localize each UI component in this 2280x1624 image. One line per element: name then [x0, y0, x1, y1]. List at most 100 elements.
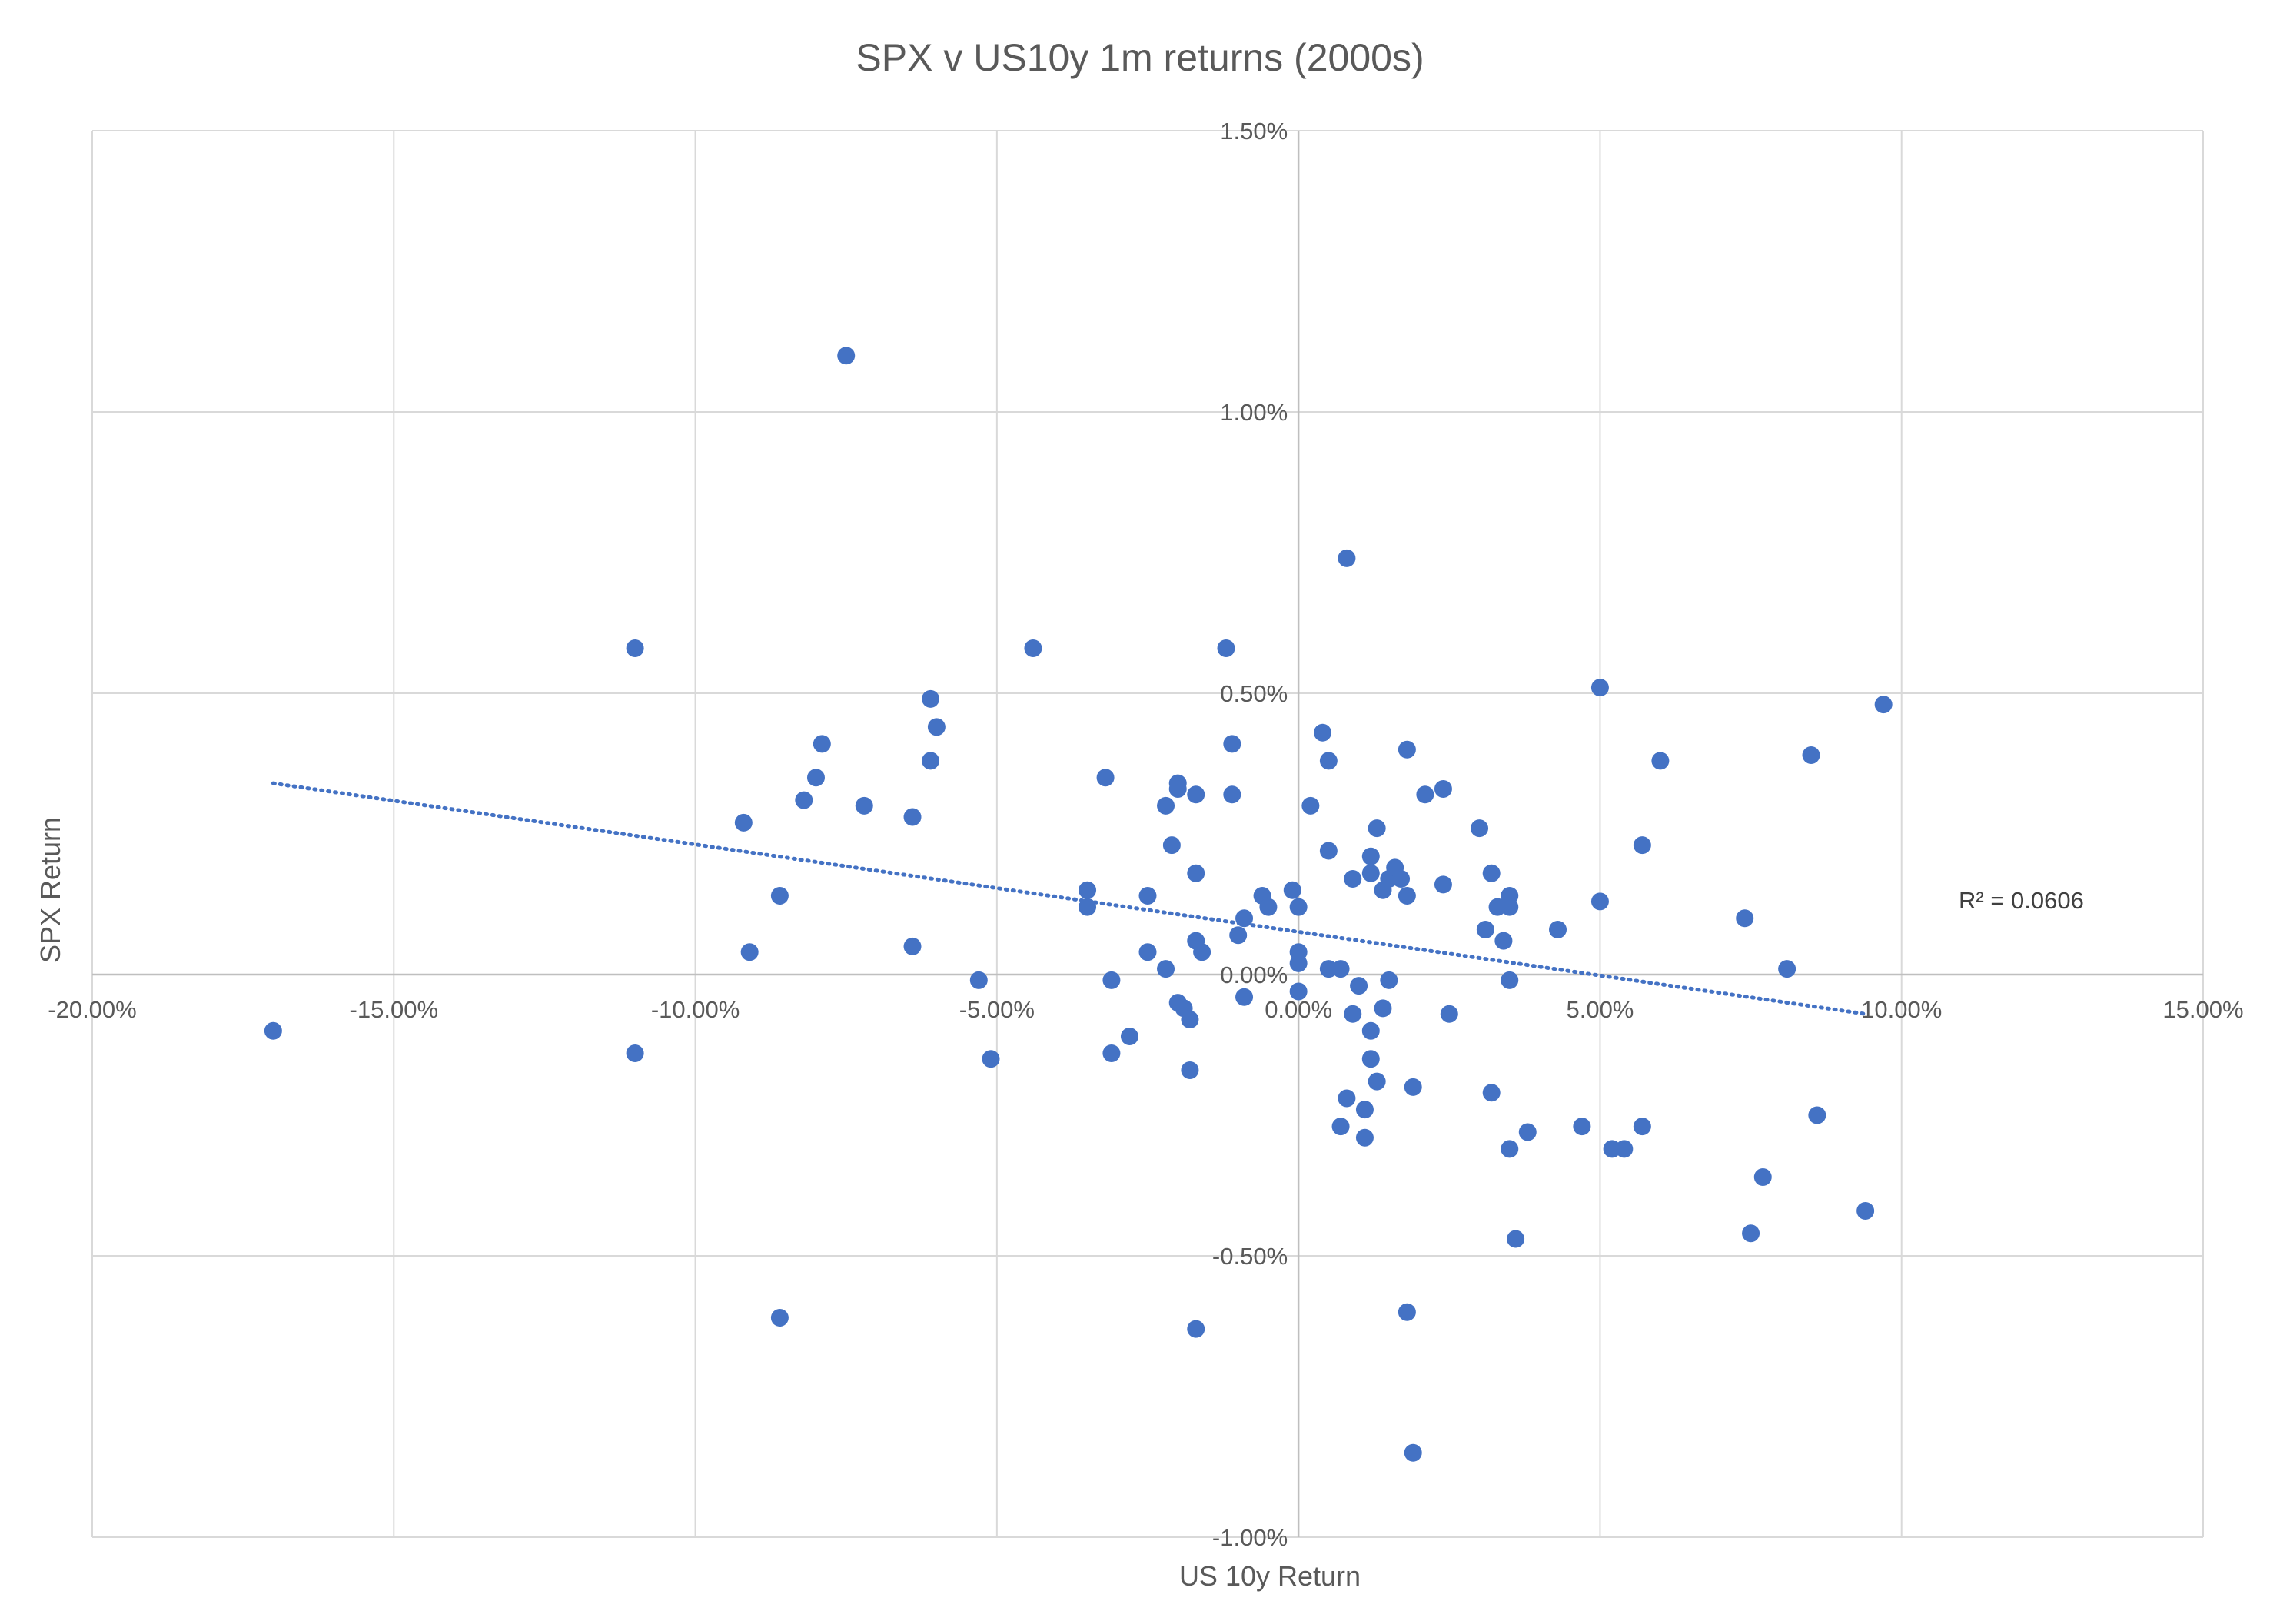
data-point	[1193, 943, 1211, 961]
data-point	[1440, 1005, 1458, 1023]
data-point	[1181, 1011, 1199, 1029]
gridlines	[91, 130, 2204, 1538]
data-point	[1374, 999, 1392, 1018]
data-point	[1355, 1128, 1374, 1147]
y-tick-label: 1.50%	[1220, 118, 1288, 144]
data-point	[770, 887, 789, 905]
data-point	[1319, 752, 1338, 770]
data-point	[1494, 932, 1513, 950]
data-point	[837, 347, 856, 365]
data-point	[969, 971, 988, 989]
data-point	[734, 813, 753, 832]
data-point	[1633, 1118, 1651, 1136]
data-point	[1217, 639, 1235, 657]
data-point	[1344, 1005, 1362, 1023]
data-point	[1802, 746, 1820, 765]
data-point	[1229, 926, 1248, 945]
data-point	[770, 1309, 789, 1327]
tick-labels: -20.00% -15.00% -10.00% -5.00% 0.00% 5.00% 10.…	[48, 118, 2243, 1551]
data-point	[264, 1021, 282, 1040]
data-point	[1471, 819, 1489, 838]
y-tick-label: 0.00%	[1220, 961, 1288, 988]
x-tick-label: 15.00%	[2162, 996, 2243, 1023]
data-point	[927, 718, 946, 736]
data-point	[1736, 909, 1754, 928]
data-point	[1368, 819, 1386, 838]
data-point	[1187, 864, 1205, 882]
data-point	[813, 735, 831, 753]
x-tick-label: 10.00%	[1861, 996, 1942, 1023]
data-point	[1181, 1061, 1199, 1079]
data-point	[1368, 1072, 1386, 1091]
data-point	[1874, 696, 1893, 714]
data-point	[1476, 920, 1494, 938]
data-point	[1355, 1101, 1374, 1119]
x-tick-label: -20.00%	[48, 996, 136, 1023]
data-point	[1187, 785, 1205, 804]
data-point	[922, 689, 940, 708]
data-point	[795, 791, 813, 809]
data-point	[626, 1044, 644, 1062]
data-point	[1380, 971, 1398, 989]
data-point	[1187, 1320, 1205, 1338]
data-point	[1168, 779, 1187, 798]
data-point	[1289, 982, 1308, 1001]
data-point	[1778, 960, 1796, 978]
data-point	[1573, 1118, 1591, 1136]
trendline	[271, 781, 1868, 1016]
data-point	[1398, 1303, 1416, 1321]
data-point	[1651, 752, 1670, 770]
data-point	[1404, 1443, 1422, 1462]
data-point	[1301, 796, 1320, 815]
data-point	[1350, 977, 1368, 995]
data-point	[1361, 1050, 1380, 1068]
data-point	[1856, 1201, 1875, 1220]
data-point	[922, 752, 940, 770]
data-point	[1079, 881, 1097, 899]
data-point	[1157, 960, 1175, 978]
y-tick-label: -0.50%	[1212, 1243, 1288, 1270]
data-point	[1138, 943, 1157, 961]
data-point	[1404, 1078, 1422, 1096]
data-point	[1590, 679, 1609, 697]
x-axis-title: US 10y Return	[1179, 1560, 1361, 1592]
data-point	[1633, 836, 1651, 855]
data-point	[1398, 740, 1416, 759]
data-point	[1331, 960, 1350, 978]
data-point	[982, 1050, 1000, 1068]
data-point	[1392, 870, 1411, 888]
data-point	[1289, 954, 1308, 972]
data-point	[1808, 1106, 1826, 1124]
data-point	[1615, 1140, 1634, 1158]
data-point	[1344, 870, 1362, 888]
data-point	[1259, 898, 1278, 916]
data-point	[1501, 971, 1519, 989]
data-point	[855, 796, 873, 815]
data-point	[1590, 892, 1609, 911]
data-point	[626, 639, 644, 657]
data-point	[1398, 887, 1416, 905]
data-point	[1549, 920, 1567, 938]
data-point	[1416, 785, 1434, 804]
data-point	[1096, 769, 1115, 787]
data-point	[1753, 1168, 1772, 1187]
y-tick-label: -1.00%	[1212, 1524, 1288, 1551]
data-point	[1120, 1028, 1138, 1046]
data-point	[1361, 864, 1380, 882]
data-point	[1102, 1044, 1121, 1062]
data-point	[1507, 1230, 1525, 1248]
x-tick-label: -15.00%	[350, 996, 438, 1023]
data-point	[1518, 1123, 1537, 1141]
data-point	[1434, 779, 1452, 798]
chart-title: SPX v US10y 1m returns (2000s)	[856, 36, 1424, 79]
x-tick-label: 5.00%	[1566, 996, 1634, 1023]
data-point	[1102, 971, 1121, 989]
data-point	[1338, 1089, 1356, 1108]
data-points	[264, 347, 1893, 1462]
y-axis-title: SPX Return	[35, 817, 66, 963]
data-point	[806, 769, 825, 787]
data-point	[1235, 909, 1254, 928]
